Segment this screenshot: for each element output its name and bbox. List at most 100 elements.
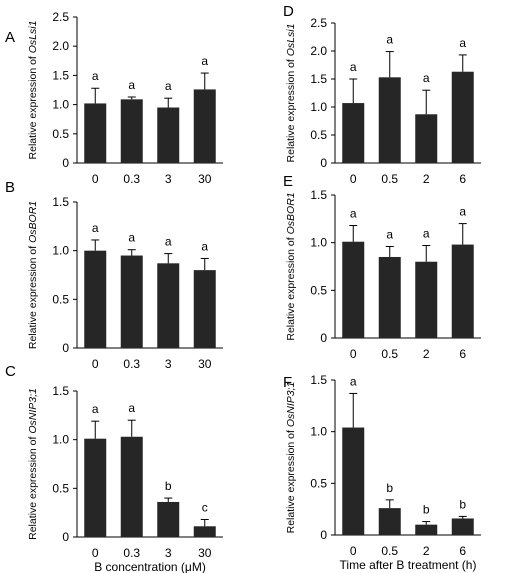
significance-letter: a: [386, 33, 393, 47]
significance-letter: b: [165, 479, 172, 493]
bar: [84, 438, 107, 537]
y-tick-label: 0.5: [52, 127, 69, 141]
panel-label: D: [283, 3, 294, 20]
y-axis-label-gene: OsNIP3;1: [27, 388, 39, 434]
x-tick-label: 0.5: [381, 544, 398, 558]
y-tick-label: 1.5: [52, 384, 69, 398]
y-axis-label: Relative expression of OsBOR1: [285, 192, 297, 340]
significance-letter: a: [201, 239, 208, 253]
bar: [451, 244, 474, 338]
bar: [415, 524, 438, 535]
y-axis-label-prefix: Relative expression of: [285, 427, 297, 533]
bar: [193, 89, 216, 163]
y-axis-label-gene: OsLsi1: [285, 24, 297, 57]
significance-letter: a: [350, 374, 357, 388]
bar: [415, 114, 438, 163]
y-tick-label: 0: [62, 341, 69, 355]
bar: [415, 261, 438, 338]
y-tick-label: 1.0: [52, 433, 69, 447]
x-tick-label: 2: [423, 347, 430, 361]
significance-letter: a: [459, 205, 466, 219]
y-tick-label: 1.5: [52, 68, 69, 82]
panel-a: A 0 0.5 1.0 1.5 2.0 2.5 Relative expression of …: [5, 10, 223, 186]
panel-label: E: [283, 173, 293, 190]
panel-e: E 0 0.5 1.0 1.5 Relative expression of OsBOR1…: [283, 173, 481, 361]
y-tick-label: 1.0: [52, 244, 69, 258]
significance-letter: a: [128, 78, 135, 92]
y-axis-label: Relative expression of OsLsi1: [285, 24, 297, 163]
y-tick-label: 0: [62, 156, 69, 170]
y-axis-label: Relative expression of OsLsi1: [27, 21, 39, 160]
y-axis-label-prefix: Relative expression of: [27, 243, 39, 349]
significance-letter: a: [165, 79, 172, 93]
panel-label: F: [283, 374, 292, 391]
bar: [120, 436, 143, 537]
y-axis-label-gene: OsNIP3;1: [285, 382, 297, 428]
significance-letter: a: [459, 36, 466, 50]
y-axis-label: Relative expression of OsBOR1: [27, 201, 39, 349]
y-axis-label: Relative expression of OsNIP3;1: [27, 388, 39, 540]
x-tick-label: 0: [350, 172, 357, 186]
x-tick-label: 3: [165, 172, 172, 186]
panel-c: C 0 0.5 1.0 1.5 Relative expression of OsNIP3…: [5, 363, 223, 573]
y-axis-label-gene: OsBOR1: [285, 192, 297, 234]
significance-letter: a: [423, 227, 430, 241]
y-tick-label: 0.5: [310, 283, 327, 297]
panel-label: C: [5, 363, 16, 380]
significance-letter: c: [202, 500, 208, 514]
y-tick-label: 1.5: [52, 195, 69, 209]
significance-letter: a: [92, 69, 99, 83]
y-tick-label: 1.0: [310, 425, 327, 439]
y-tick-label: 2.5: [310, 16, 327, 30]
significance-letter: a: [423, 71, 430, 85]
significance-letter: a: [128, 231, 135, 245]
significance-letter: a: [92, 221, 99, 235]
y-tick-label: 0.5: [52, 292, 69, 306]
bar: [157, 263, 180, 348]
panel-b: B 0 0.5 1.0 1.5 Relative expression of OsBOR1…: [5, 179, 223, 371]
x-tick-label: 6: [459, 347, 466, 361]
y-tick-label: 0: [320, 156, 327, 170]
bar: [378, 256, 401, 338]
significance-letter: a: [92, 402, 99, 416]
y-tick-label: 0.5: [310, 476, 327, 490]
bar: [157, 107, 180, 163]
x-tick-label: 2: [423, 172, 430, 186]
x-axis-label: B concentration (μM): [94, 560, 206, 573]
y-axis-label-prefix: Relative expression of: [285, 234, 297, 340]
y-axis-label-prefix: Relative expression of: [27, 434, 39, 540]
x-tick-label: 0: [350, 544, 357, 558]
significance-letter: b: [386, 481, 393, 495]
x-tick-label: 0.5: [381, 347, 398, 361]
x-tick-label: 2: [423, 544, 430, 558]
significance-letter: a: [201, 54, 208, 68]
x-tick-label: 3: [165, 357, 172, 371]
x-tick-label: 3: [165, 546, 172, 560]
panel-d: D 0 0.5 1.0 1.5 2.0 2.5 Relative expression of …: [283, 3, 481, 186]
bar: [84, 103, 107, 163]
significance-letter: a: [165, 235, 172, 249]
significance-letter: a: [386, 227, 393, 241]
bar: [378, 508, 401, 535]
y-tick-label: 0: [62, 530, 69, 544]
x-tick-label: 0.5: [381, 172, 398, 186]
y-tick-label: 1.5: [310, 373, 327, 387]
bar: [378, 77, 401, 163]
y-tick-label: 0: [320, 331, 327, 345]
bar: [342, 103, 365, 163]
y-tick-label: 2.5: [52, 10, 69, 24]
panel-label: B: [5, 179, 15, 196]
x-tick-label: 30: [198, 357, 212, 371]
bar: [120, 255, 143, 348]
bar: [84, 250, 107, 348]
x-tick-label: 0.3: [123, 357, 140, 371]
bar: [193, 270, 216, 348]
x-tick-label: 30: [198, 546, 212, 560]
y-tick-label: 0.5: [52, 481, 69, 495]
x-axis-label: Time after B treatment (h): [340, 558, 477, 572]
y-tick-label: 1.0: [310, 100, 327, 114]
x-tick-label: 0: [92, 172, 99, 186]
bar: [193, 526, 216, 537]
significance-letter: a: [350, 207, 357, 221]
